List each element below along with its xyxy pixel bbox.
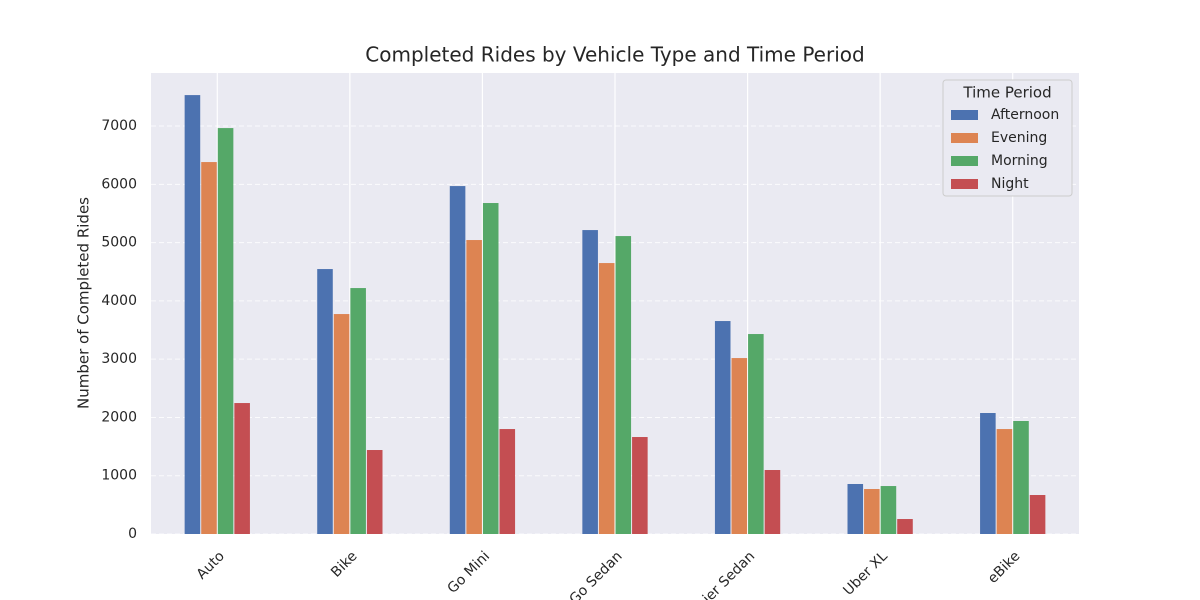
y-tick-label: 3000: [101, 351, 137, 367]
bar: [897, 519, 913, 534]
bar: [996, 429, 1013, 534]
y-tick-label: 7000: [101, 118, 137, 134]
bar: [748, 334, 764, 534]
legend-title: Time Period: [962, 84, 1051, 102]
legend-swatch: [951, 110, 978, 120]
bar: [499, 429, 516, 534]
y-tick-label: 5000: [101, 235, 137, 251]
legend-swatch: [951, 156, 978, 166]
x-tick-label: Uber XL: [840, 548, 891, 599]
legend-swatch: [951, 179, 978, 189]
chart-title: Completed Rides by Vehicle Type and Time…: [365, 43, 864, 67]
bars: [184, 95, 1046, 535]
bar: [980, 413, 996, 534]
bar: [632, 437, 648, 534]
bar: [184, 95, 201, 534]
y-tick-label: 1000: [101, 468, 137, 484]
bar: [350, 288, 366, 534]
bar: [864, 489, 880, 534]
bar: [731, 358, 748, 534]
bar: [333, 314, 350, 534]
y-tick-label: 2000: [101, 409, 137, 425]
bar: [366, 450, 383, 534]
bar: [1013, 420, 1029, 534]
y-tick-label: 0: [128, 526, 137, 542]
bar: [449, 186, 466, 535]
bar: [847, 483, 864, 534]
bar: [582, 230, 598, 534]
y-axis-label: Number of Completed Rides: [75, 197, 93, 409]
bar: [880, 486, 897, 534]
legend-label: Evening: [991, 130, 1047, 146]
bar: [234, 403, 250, 534]
x-tick-label: Go Mini: [445, 548, 494, 597]
bar: [317, 269, 333, 534]
x-tick-label: eBike: [985, 548, 1023, 586]
y-tick-label: 6000: [101, 176, 137, 192]
bar: [598, 263, 615, 534]
legend: Time Period Afternoon Evening Morning Night: [942, 79, 1073, 197]
bar: [201, 162, 217, 534]
legend-box: [942, 79, 1073, 197]
x-tick-label: Premier Sedan: [674, 548, 758, 600]
x-tick-label: Bike: [328, 548, 360, 580]
bar: [615, 236, 632, 534]
bar: [1029, 495, 1046, 534]
y-tick-label: 4000: [101, 293, 137, 309]
bar: [714, 321, 731, 534]
legend-label: Night: [991, 176, 1029, 192]
bar: [466, 240, 482, 535]
x-tick-label: Auto: [194, 548, 228, 582]
bar: [764, 470, 781, 534]
legend-label: Morning: [991, 153, 1048, 169]
bar: [217, 128, 234, 534]
x-tick-label: Go Sedan: [566, 548, 625, 600]
legend-label: Afternoon: [991, 107, 1059, 123]
grid: [151, 73, 1079, 535]
bar: [482, 203, 499, 534]
legend-swatch: [951, 133, 978, 143]
